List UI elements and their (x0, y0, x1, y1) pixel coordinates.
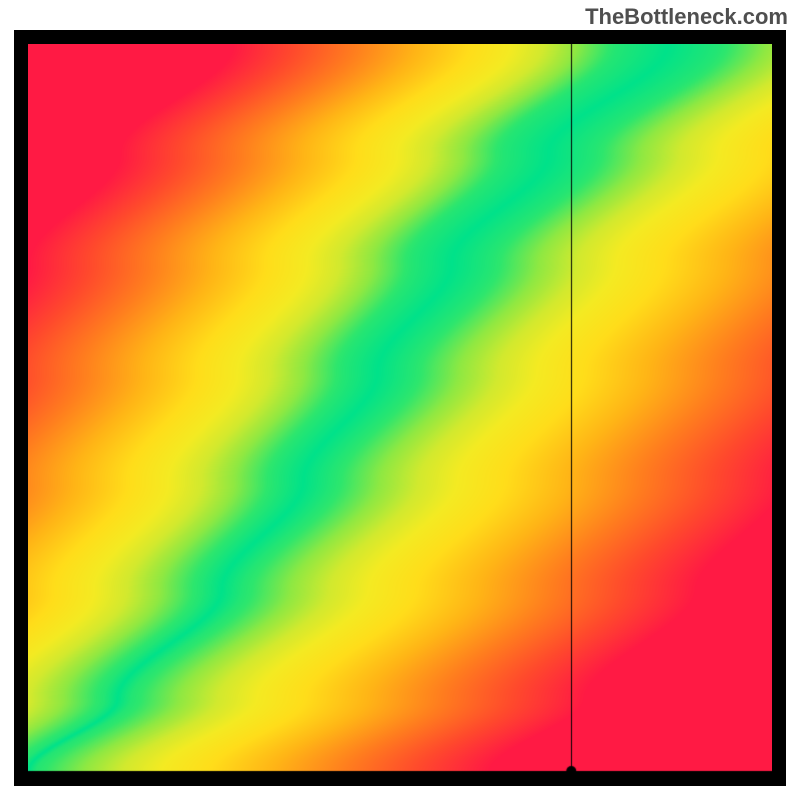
marker-overlay-canvas (28, 44, 772, 772)
plot-frame (14, 30, 786, 786)
attribution-text: TheBottleneck.com (585, 4, 788, 30)
